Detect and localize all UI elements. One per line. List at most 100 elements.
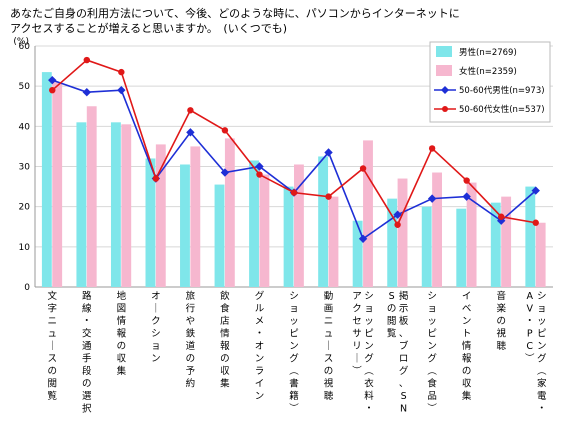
svg-text:ショッピング︵家電・AV・PC︶: ショッピング︵家電・A V ・ P C ︶	[525, 291, 547, 415]
line-point	[531, 186, 540, 195]
bar	[328, 196, 339, 287]
x-tick-label: 地図情報の収集	[117, 290, 127, 377]
line-point	[358, 234, 368, 243]
legend: 男性(n=2769) 女性(n=2359) 50-60代男性(n=973) 50-60…	[429, 41, 551, 123]
x-tick-label: オ｜クション	[151, 291, 161, 365]
line-point	[256, 171, 263, 178]
x-tick-label: 飲食店情報の収集	[220, 290, 230, 390]
x-tick-label: 文字ニュ｜スの閲覧	[48, 290, 58, 402]
bar	[145, 158, 156, 287]
bar	[432, 172, 442, 287]
x-tick-label: グルメ・オンライン	[255, 290, 265, 402]
bar	[155, 144, 166, 287]
line-point	[83, 56, 91, 64]
line-point	[82, 87, 91, 97]
line-point	[498, 213, 505, 220]
bar	[214, 184, 225, 287]
line-point	[325, 193, 332, 200]
x-tick-label: 路線・交通手段の選択	[82, 290, 92, 415]
x-tick-label: 音楽の視聴	[496, 290, 506, 352]
line-point	[187, 107, 194, 114]
svg-text:路線・交通手段の選択: 路線・交通手段の選択	[82, 290, 92, 415]
bar	[363, 140, 373, 287]
x-tick-label: ショッピング︵家電・A V ・ P C ︶	[525, 291, 547, 415]
svg-text:動画ニュ｜スの視聴: 動画ニュ｜スの視聴	[324, 291, 334, 402]
x-tick-label: イベント情報の収集	[462, 291, 472, 402]
legend-label: 女性(n=2359)	[459, 66, 517, 77]
bar	[86, 106, 97, 287]
line-point	[186, 128, 195, 137]
bar	[249, 160, 259, 287]
line-point	[427, 194, 437, 203]
line-point	[49, 86, 56, 94]
y-tick-label: 10	[19, 243, 31, 253]
y-tick-label: 60	[19, 42, 31, 52]
y-tick-label: 50	[19, 82, 31, 92]
x-tick-label: 動画ニュ｜スの視聴	[324, 291, 334, 402]
bar	[283, 186, 294, 287]
svg-text:ショッピング︵食品︶: ショッピング︵食品︶	[427, 291, 437, 415]
x-tick-label: ショッピング︵食品︶	[427, 291, 437, 415]
bar	[41, 72, 52, 287]
line-point	[290, 189, 298, 196]
x-tick-label: ショッピング︵衣料・アクセサリ｜︶	[352, 291, 374, 415]
line-point	[532, 219, 539, 226]
y-tick-label: 0	[24, 283, 30, 293]
svg-text:飲食店情報の収集: 飲食店情報の収集	[220, 290, 230, 390]
line-point	[394, 221, 401, 228]
bar	[259, 174, 270, 287]
bar	[294, 164, 304, 287]
x-tick-label: ショッピング︵書籍︶	[289, 291, 299, 415]
line-point	[359, 165, 367, 172]
bar	[121, 124, 132, 287]
svg-text:地図情報の収集: 地図情報の収集	[117, 290, 127, 377]
line-point	[255, 162, 264, 171]
y-tick-label: 40	[19, 122, 31, 132]
y-unit-label: (%)	[13, 37, 29, 47]
bar	[466, 182, 477, 287]
y-tick-label: 20	[19, 203, 31, 213]
bar	[535, 222, 546, 287]
bar	[76, 122, 87, 287]
legend-swatch	[436, 65, 452, 76]
bar	[501, 196, 512, 287]
bar	[52, 82, 63, 288]
line-point	[48, 75, 57, 85]
legend-marker	[442, 106, 448, 112]
line-point	[428, 145, 436, 152]
line-point	[393, 210, 402, 219]
svg-text:イベント情報の収集: イベント情報の収集	[462, 291, 472, 402]
x-tick-label: 旅行や鉄道の予約	[186, 290, 196, 390]
x-tick-label: 掲示板、ブログ、 S NS の閲覧	[387, 290, 409, 415]
legend-label: 男性(n=2769)	[459, 47, 517, 58]
svg-text:オ｜クション: オ｜クション	[151, 291, 161, 365]
bar	[180, 164, 190, 287]
bar	[490, 202, 501, 287]
legend-label: 50-60代女性(n=537)	[459, 104, 545, 115]
svg-text:ショッピング︵書籍︶: ショッピング︵書籍︶	[289, 291, 299, 415]
svg-text:旅行や鉄道の予約: 旅行や鉄道の予約	[186, 290, 196, 390]
svg-text:文字ニュ｜スの閲覧: 文字ニュ｜スの閲覧	[48, 290, 58, 402]
line-point	[462, 192, 471, 201]
x-axis-labels: 文字ニュ｜スの閲覧 路線・交通手段の選択 地図情報の収集 オ｜クション 旅行や鉄道の予約…	[48, 290, 547, 415]
line-point	[152, 175, 160, 182]
svg-text:ショッピング︵衣料・アクセサリ｜︶: ショッピング︵衣料・アクセサリ｜︶	[352, 291, 374, 415]
line-point	[324, 148, 333, 157]
bar	[525, 186, 536, 287]
legend-label: 50-60代男性(n=973)	[459, 85, 545, 96]
bar	[456, 208, 467, 287]
question-line-2: アクセスすることが増えると思いますか。 (いくつでも)	[10, 22, 287, 35]
question-line-1: あなたご自身の利用方法について、今後、どのような時に、パソコンからインターネット…	[10, 7, 460, 20]
line-point	[220, 168, 230, 177]
svg-text:音楽の視聴: 音楽の視聴	[496, 290, 506, 352]
bar	[224, 138, 235, 287]
question-text: あなたご自身の利用方法について、今後、どのような時に、パソコンからインターネット…	[10, 6, 460, 36]
bar-series	[41, 72, 546, 288]
bar	[387, 198, 398, 287]
bar	[110, 122, 121, 287]
line-point	[221, 127, 229, 134]
bar	[352, 220, 363, 287]
svg-text:グルメ・オンライン: グルメ・オンライン	[255, 290, 265, 402]
